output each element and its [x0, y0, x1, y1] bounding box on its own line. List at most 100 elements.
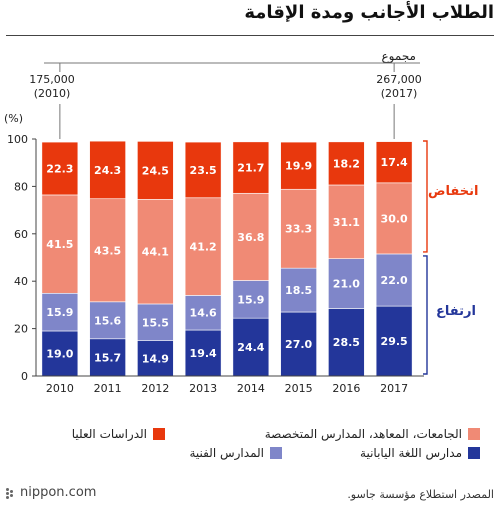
data-label-2017-series-1: 22.0 [381, 274, 408, 287]
data-label-2011-series-2: 43.5 [94, 244, 121, 257]
y-tick-label-40: 40 [14, 275, 28, 288]
data-label-2013-series-0: 19.4 [190, 347, 217, 360]
bar-2015-series-1 [280, 267, 317, 313]
data-label-2010-series-1: 15.9 [46, 306, 73, 319]
data-label-2015-series-2: 33.3 [285, 223, 312, 236]
data-label-2016-series-2: 31.1 [333, 216, 360, 229]
legend-swatch-vocational [270, 447, 282, 459]
total-last-year: (2017) [380, 87, 418, 100]
data-label-2011-series-1: 15.6 [94, 314, 121, 327]
total-first-year: (2010) [33, 87, 71, 100]
total-first: 175,000 (2010) [22, 73, 82, 101]
bar-2010-series-3 [41, 141, 79, 196]
bar-2014-series-1 [232, 280, 270, 319]
bar-2015-series-2 [280, 188, 317, 269]
data-label-2016-series-0: 28.5 [333, 336, 360, 349]
data-label-2011-series-3: 24.3 [94, 164, 121, 177]
legend-swatch-university [468, 428, 480, 440]
bar-2011-series-3 [89, 140, 126, 200]
bar-2017-series-0 [375, 305, 413, 377]
bar-2017-series-3 [375, 141, 413, 184]
data-label-2013-series-2: 41.2 [190, 241, 217, 254]
legend-item-graduate: الدراسات العليا [72, 427, 165, 441]
bar-2013-series-3 [184, 141, 222, 199]
data-label-2017-series-3: 17.4 [381, 156, 408, 169]
legend-item-university: الجامعات، المعاهد، المدارس المتخصصة [265, 427, 480, 441]
legend-label-graduate: الدراسات العليا [71, 427, 147, 441]
chart-title: الطلاب الأجانب ومدة الإقامة [244, 2, 494, 23]
bar-2011-series-0 [89, 338, 126, 377]
bar-2014-series-3 [232, 141, 270, 194]
total-last-value: 267,000 [376, 73, 422, 86]
legend-label-vocational: المدارس الفنية [189, 446, 264, 460]
data-label-2014-series-3: 21.7 [237, 162, 264, 175]
increase-label: ارتفاع [436, 304, 476, 319]
data-label-2010-series-3: 22.3 [46, 163, 73, 176]
bar-2012-series-3 [137, 141, 174, 200]
bar-2012-series-0 [137, 340, 174, 377]
nippon-logo: nippon.com [6, 485, 96, 500]
title-rule [6, 35, 494, 36]
bar-2015-series-0 [280, 311, 317, 377]
bar-2010-series-1 [41, 292, 79, 332]
bar-2017-series-1 [375, 253, 413, 307]
total-last: 267,000 (2017) [369, 73, 429, 101]
decrease-label: انخفاض [428, 184, 479, 199]
data-label-2016-series-1: 21.0 [333, 278, 360, 291]
x-tick-label-2013: 2013 [189, 382, 217, 395]
data-label-2011-series-0: 15.7 [94, 351, 121, 364]
x-tick-label-2016: 2016 [332, 382, 360, 395]
legend-label-university: الجامعات، المعاهد، المدارس المتخصصة [264, 427, 462, 441]
totals-heading: مجموع [381, 49, 416, 63]
total-first-value: 175,000 [29, 73, 75, 86]
bar-2013-series-0 [184, 329, 222, 377]
bar-2012-series-1 [137, 303, 174, 341]
increase-bracket [423, 255, 428, 375]
x-tick-label-2011: 2011 [94, 382, 122, 395]
data-label-2012-series-0: 14.9 [142, 352, 169, 365]
logo-dots-icon [6, 487, 16, 499]
bar-2016-series-3 [328, 141, 365, 186]
bar-2013-series-2 [184, 197, 222, 296]
data-label-2016-series-3: 18.2 [333, 157, 360, 170]
decrease-bracket [423, 140, 428, 253]
x-tick-label-2014: 2014 [237, 382, 265, 395]
y-tick-label-20: 20 [14, 323, 28, 336]
y-axis-unit: (%) [4, 112, 23, 125]
y-tick-label-80: 80 [14, 180, 28, 193]
y-tick-label-100: 100 [7, 133, 28, 146]
logo-text: nippon.com [20, 485, 97, 500]
data-label-2017-series-2: 30.0 [381, 212, 408, 225]
bar-2015-series-3 [280, 141, 317, 190]
data-label-2014-series-2: 36.8 [237, 231, 264, 244]
data-label-2015-series-3: 19.9 [285, 160, 312, 173]
bar-2016-series-1 [328, 258, 365, 309]
y-tick-label-60: 60 [14, 228, 28, 241]
bar-2017-series-2 [375, 182, 413, 255]
data-label-2012-series-1: 15.5 [142, 316, 169, 329]
data-label-2017-series-0: 29.5 [381, 335, 408, 348]
legend-item-language: مدارس اللغة اليابانية [360, 446, 480, 460]
data-label-2013-series-1: 14.6 [190, 307, 217, 320]
legend-swatch-graduate [153, 428, 165, 440]
data-label-2015-series-0: 27.0 [285, 338, 312, 351]
bar-2013-series-1 [184, 295, 222, 331]
data-label-2010-series-0: 19.0 [46, 347, 73, 360]
x-tick-label-2015: 2015 [285, 382, 313, 395]
bar-2011-series-2 [89, 198, 126, 303]
x-tick-label-2012: 2012 [141, 382, 169, 395]
source-note: المصدر استطلاع مؤسسة جاسو. [347, 488, 494, 501]
data-label-2014-series-0: 24.4 [237, 341, 264, 354]
x-tick-label-2017: 2017 [380, 382, 408, 395]
legend-item-vocational: المدارس الفنية [189, 446, 282, 460]
legend-swatch-language [468, 447, 480, 459]
data-label-2014-series-1: 15.9 [237, 293, 264, 306]
legend-label-language: مدارس اللغة اليابانية [360, 446, 462, 460]
data-label-2015-series-1: 18.5 [285, 284, 312, 297]
data-label-2013-series-3: 23.5 [190, 164, 217, 177]
bar-2014-series-0 [232, 317, 270, 377]
x-tick-label-2010: 2010 [46, 382, 74, 395]
y-tick-label-0: 0 [21, 370, 28, 383]
data-label-2012-series-3: 24.5 [142, 164, 169, 177]
